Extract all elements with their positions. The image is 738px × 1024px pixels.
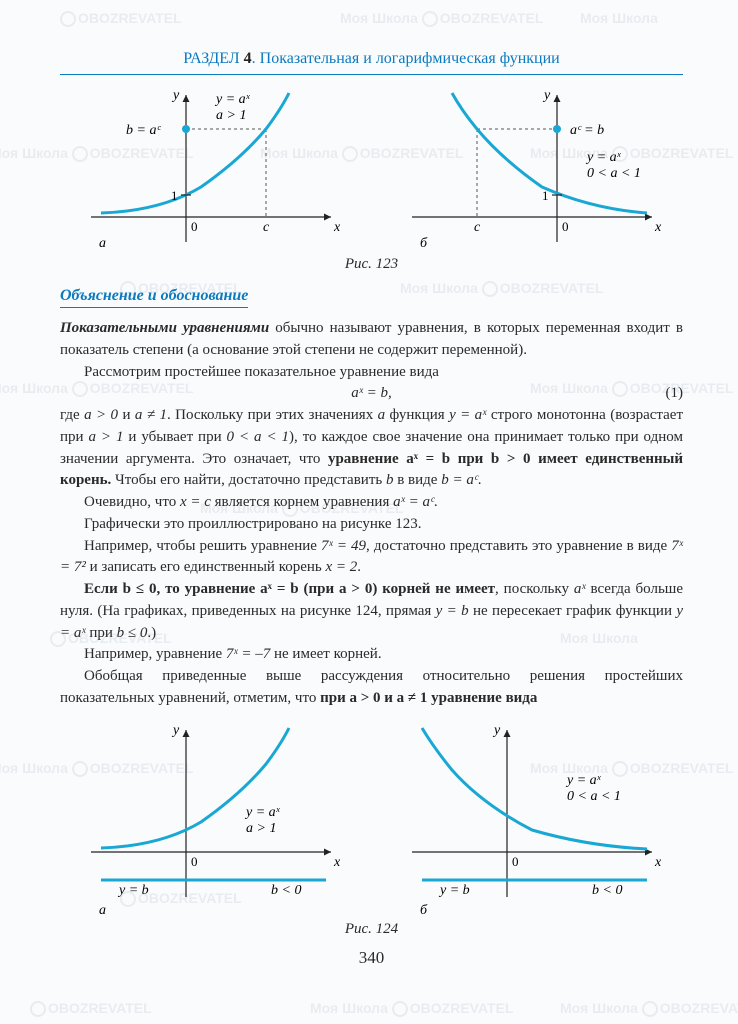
one-label: 1 <box>171 188 178 203</box>
svg-text:y = aˣ: y = aˣ <box>244 805 281 820</box>
svg-text:0 < a < 1: 0 < a < 1 <box>587 166 641 181</box>
svg-text:а: а <box>99 903 106 918</box>
svg-text:1: 1 <box>542 188 549 203</box>
svg-text:y: y <box>171 723 180 738</box>
fig124-caption: Рис. 124 <box>60 921 683 938</box>
subsection-title: Объяснение и обоснование <box>60 287 248 308</box>
svg-text:y: y <box>542 88 551 103</box>
func-label: y = aˣ <box>214 92 251 107</box>
svg-text:0: 0 <box>512 854 519 869</box>
svg-text:y = aˣ: y = aˣ <box>585 150 622 165</box>
figure-124-row: x y 0 y = aˣ a > 1 y = b b < 0 а x y 0 y… <box>60 722 683 917</box>
section-number: 4 <box>244 50 252 67</box>
fig123-caption: Рис. 123 <box>60 256 683 273</box>
para-7: Если b ≤ 0, то уравнение aˣ = b (при a >… <box>60 579 683 644</box>
b-label: b = aᶜ <box>126 123 161 138</box>
section-header: РАЗДЕЛ 4. Показательная и логарифмическа… <box>60 50 683 75</box>
page-content: РАЗДЕЛ 4. Показательная и логарифмическа… <box>0 0 738 988</box>
panel-letter-a: а <box>99 236 106 251</box>
svg-text:y = aˣ: y = aˣ <box>565 773 602 788</box>
fig124-left: x y 0 y = aˣ a > 1 y = b b < 0 а <box>71 722 351 917</box>
origin-label: 0 <box>191 219 198 234</box>
para-3: где a > 0 и a ≠ 1. Поскольку при этих зн… <box>60 405 683 492</box>
equation-1: aˣ = b, (1) <box>60 383 683 405</box>
para-5: Графически это проиллюстрировано на рису… <box>60 514 683 536</box>
svg-text:y = b: y = b <box>438 883 470 898</box>
svg-text:0: 0 <box>191 854 198 869</box>
svg-text:x: x <box>654 855 662 870</box>
svg-text:y: y <box>492 723 501 738</box>
para-1: Показательными уравнениями обычно называ… <box>60 318 683 362</box>
para-9: Обобщая приведенные выше рассуждения отн… <box>60 666 683 710</box>
y-axis-label: y <box>171 88 180 103</box>
svg-text:x: x <box>333 855 341 870</box>
section-word: РАЗДЕЛ <box>183 50 239 67</box>
svg-text:aᶜ = b: aᶜ = b <box>570 123 604 138</box>
svg-text:y = b: y = b <box>117 883 149 898</box>
figure-123-row: x y 0 c 1 b = aᶜ y = aˣ a > 1 а x y 0 c <box>60 87 683 252</box>
para-2: Рассмотрим простейшее показательное урав… <box>60 362 683 384</box>
panel-letter-b: б <box>420 236 428 251</box>
fig123-right: x y 0 c 1 aᶜ = b y = aˣ 0 < a < 1 б <box>392 87 672 252</box>
section-title: Показательная и логарифмическая функции <box>260 50 560 67</box>
c-tick: c <box>263 220 270 235</box>
svg-text:x: x <box>654 220 662 235</box>
page-number: 340 <box>60 948 683 968</box>
svg-text:0 < a < 1: 0 < a < 1 <box>567 789 621 804</box>
fig124-right: x y 0 y = aˣ 0 < a < 1 y = b b < 0 б <box>392 722 672 917</box>
para-6: Например, чтобы решить уравнение 7ˣ = 49… <box>60 536 683 580</box>
x-axis-label: x <box>333 220 341 235</box>
fig123-left: x y 0 c 1 b = aᶜ y = aˣ a > 1 а <box>71 87 351 252</box>
cond-label: a > 1 <box>216 108 246 123</box>
svg-text:b < 0: b < 0 <box>271 883 301 898</box>
svg-text:c: c <box>474 220 481 235</box>
svg-text:0: 0 <box>562 219 569 234</box>
svg-text:б: б <box>420 903 428 918</box>
svg-text:a > 1: a > 1 <box>246 821 276 836</box>
para-8: Например, уравнение 7ˣ = –7 не имеет кор… <box>60 644 683 666</box>
svg-text:b < 0: b < 0 <box>592 883 622 898</box>
para-4: Очевидно, что x = c является корнем урав… <box>60 492 683 514</box>
